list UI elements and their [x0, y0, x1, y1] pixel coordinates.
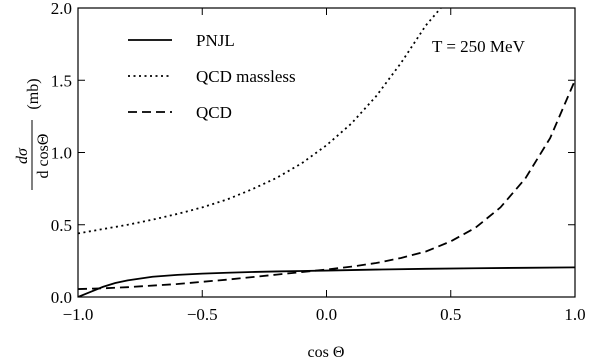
series-group — [78, 8, 575, 297]
y-tick-label: 0.0 — [51, 288, 72, 307]
y-axis-title-denominator: d cosΘ — [35, 134, 52, 179]
x-axis-title: cos Θ — [308, 344, 345, 361]
x-tick-label: 0.5 — [440, 305, 461, 324]
y-tick-label: 0.5 — [51, 216, 72, 235]
y-axis-title-numerator: dσ — [14, 147, 31, 164]
x-axis-ticks: −1.0 −0.5 0.0 0.5 1.0 — [63, 8, 586, 324]
x-tick-label: −0.5 — [187, 305, 218, 324]
y-axis-title-unit: (mb) — [25, 78, 42, 109]
series-line-qcd-massless — [78, 8, 442, 235]
x-tick-label: 1.0 — [564, 305, 585, 324]
legend: PNJL QCD massless QCD — [128, 31, 296, 122]
series-line-qcd — [78, 79, 575, 290]
x-tick-label: 0.0 — [316, 305, 337, 324]
y-tick-label: 1.5 — [51, 71, 72, 90]
series-line-pnjl — [78, 266, 575, 297]
y-axis-ticks: 0.0 0.5 1.0 1.5 2.0 — [51, 0, 575, 307]
legend-label-pnjl: PNJL — [196, 31, 235, 50]
x-tick-label: −1.0 — [63, 305, 94, 324]
legend-label-qcd: QCD — [196, 103, 232, 122]
y-axis-title: dσ d cosΘ (mb) — [14, 78, 52, 190]
y-tick-label: 2.0 — [51, 0, 72, 18]
temperature-annotation: T = 250 MeV — [432, 37, 526, 56]
y-tick-label: 1.0 — [51, 144, 72, 163]
legend-label-qcd-massless: QCD massless — [196, 67, 296, 86]
